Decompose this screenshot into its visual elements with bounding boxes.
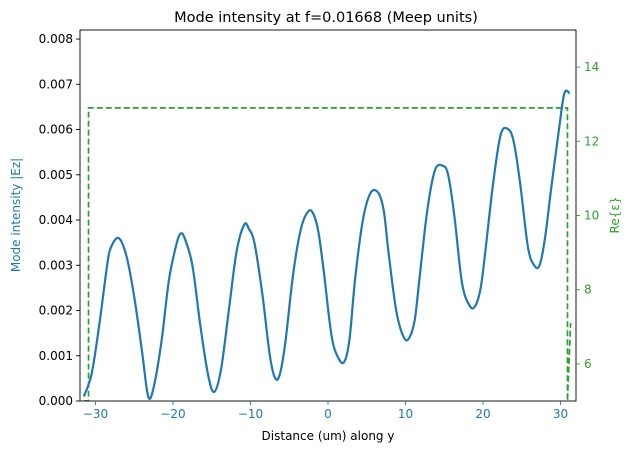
- left-y-tick-label: 0.008: [39, 32, 73, 46]
- left-y-axis: 0.000 0.001 0.002 0.003 0.004 0.005 0.006 0.007…: [39, 32, 80, 408]
- left-y-tick-label: 0.003: [39, 258, 73, 272]
- plot-area: [82, 89, 572, 401]
- right-y-tick-label: 6: [584, 357, 592, 371]
- x-tick-label: 10: [398, 407, 413, 421]
- left-y-tick-label: 0.005: [39, 168, 73, 182]
- left-y-tick-label: 0.007: [39, 77, 73, 91]
- epsilon-series-line: [83, 107, 572, 401]
- right-y-tick-label: 14: [584, 60, 599, 74]
- left-y-tick-label: 0.004: [39, 213, 73, 227]
- chart-title: Mode intensity at f=0.01668 (Meep units): [174, 10, 478, 26]
- right-y-axis: 6 8 10 12 14: [576, 60, 599, 371]
- right-y-tick-label: 12: [584, 134, 599, 148]
- x-tick-label: −10: [238, 407, 263, 421]
- left-y-tick-label: 0.006: [39, 123, 73, 137]
- left-y-tick-label: 0.001: [39, 349, 73, 363]
- left-y-tick-label: 0.002: [39, 304, 73, 318]
- x-tick-label: −30: [83, 407, 108, 421]
- intensity-series-line: [82, 89, 571, 400]
- x-axis: −30 −20 −10 0 10 20 30: [83, 401, 568, 421]
- left-y-tick-label: 0.000: [39, 394, 73, 408]
- x-axis-label: Distance (um) along y: [262, 429, 395, 443]
- x-tick-label: 0: [324, 407, 332, 421]
- x-tick-label: 20: [475, 407, 490, 421]
- x-tick-label: −20: [160, 407, 185, 421]
- right-y-tick-label: 10: [584, 209, 599, 223]
- right-y-tick-label: 8: [584, 283, 592, 297]
- left-y-axis-label: Mode intensity |Ez|: [9, 158, 23, 272]
- x-tick-label: 30: [553, 407, 568, 421]
- right-y-axis-label: Re{ε}: [608, 197, 622, 234]
